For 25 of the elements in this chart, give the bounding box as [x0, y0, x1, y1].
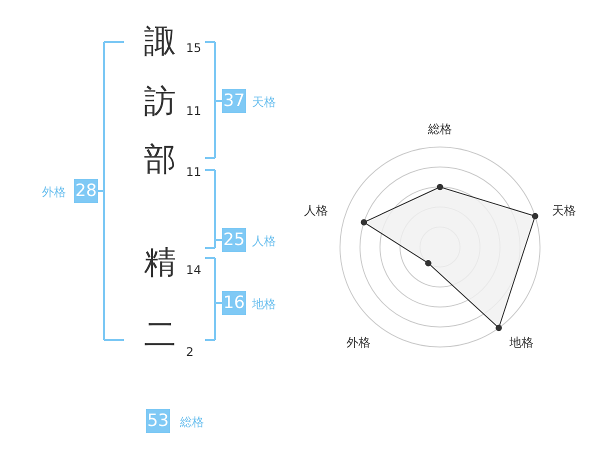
- text: 天格: [252, 95, 276, 109]
- text: 53: [147, 411, 169, 431]
- text: 11: [186, 165, 202, 179]
- text: 訪: [144, 82, 176, 120]
- text: 部: [144, 140, 176, 178]
- text: 2: [186, 345, 194, 359]
- spoke-label: 総格: [427, 122, 452, 136]
- text: 11: [186, 104, 202, 118]
- text: 総格: [179, 415, 204, 429]
- spoke-label: 人格: [304, 204, 328, 218]
- text: 14: [186, 263, 202, 277]
- text: 28: [75, 181, 97, 201]
- spoke-label: 地格: [508, 335, 534, 350]
- text: 外格: [42, 185, 66, 199]
- text: 15: [186, 41, 202, 55]
- text: 地格: [251, 297, 276, 311]
- text: 精: [144, 243, 176, 281]
- text: 25: [223, 230, 245, 250]
- spoke-label: 外格: [346, 335, 371, 350]
- text: 諏: [144, 22, 176, 60]
- text: 37: [223, 91, 245, 111]
- text: 16: [223, 293, 245, 313]
- text: 二: [144, 315, 176, 353]
- text: 人格: [252, 234, 276, 248]
- spoke-label: 天格: [552, 204, 576, 218]
